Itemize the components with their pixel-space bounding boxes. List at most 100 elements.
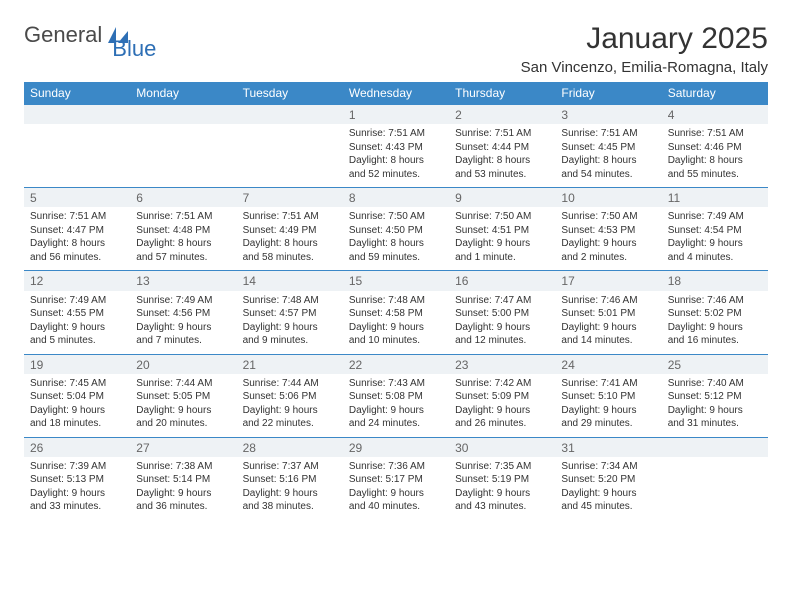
sunset-line: Sunset: 5:13 PM [30,473,124,487]
sunset-line: Sunset: 4:48 PM [136,224,230,238]
day-cell [662,457,768,520]
daylight-line: Daylight: 9 hours and 16 minutes. [668,321,762,348]
sunset-line: Sunset: 5:04 PM [30,390,124,404]
day-number-cell [24,105,130,125]
sunset-line: Sunset: 5:01 PM [561,307,655,321]
sunset-line: Sunset: 4:43 PM [349,141,443,155]
day-number-cell: 15 [343,271,449,291]
day-number-cell: 2 [449,105,555,125]
day-cell: Sunrise: 7:34 AMSunset: 5:20 PMDaylight:… [555,457,661,520]
header-row: General Blue January 2025 San Vincenzo, … [24,22,768,76]
daylight-line: Daylight: 9 hours and 10 minutes. [349,321,443,348]
day-cell: Sunrise: 7:51 AMSunset: 4:45 PMDaylight:… [555,124,661,188]
day-number-cell: 28 [237,437,343,457]
sunrise-line: Sunrise: 7:48 AM [243,294,337,308]
daylight-line: Daylight: 9 hours and 22 minutes. [243,404,337,431]
daylight-line: Daylight: 9 hours and 20 minutes. [136,404,230,431]
title-block: January 2025 San Vincenzo, Emilia-Romagn… [521,22,768,76]
sunrise-line: Sunrise: 7:37 AM [243,460,337,474]
day-cell: Sunrise: 7:50 AMSunset: 4:50 PMDaylight:… [343,207,449,271]
daylight-line: Daylight: 8 hours and 52 minutes. [349,154,443,181]
day-number-cell: 29 [343,437,449,457]
day-cell: Sunrise: 7:36 AMSunset: 5:17 PMDaylight:… [343,457,449,520]
sunset-line: Sunset: 4:56 PM [136,307,230,321]
sunset-line: Sunset: 5:12 PM [668,390,762,404]
daylight-line: Daylight: 9 hours and 1 minute. [455,237,549,264]
day-cell [237,124,343,188]
sunset-line: Sunset: 5:17 PM [349,473,443,487]
day-cell: Sunrise: 7:43 AMSunset: 5:08 PMDaylight:… [343,374,449,438]
sunrise-line: Sunrise: 7:51 AM [349,127,443,141]
daylight-line: Daylight: 8 hours and 55 minutes. [668,154,762,181]
sunrise-line: Sunrise: 7:51 AM [136,210,230,224]
sunset-line: Sunset: 4:50 PM [349,224,443,238]
sunset-line: Sunset: 4:57 PM [243,307,337,321]
sunrise-line: Sunrise: 7:51 AM [243,210,337,224]
daylight-line: Daylight: 8 hours and 54 minutes. [561,154,655,181]
day-cell: Sunrise: 7:46 AMSunset: 5:02 PMDaylight:… [662,291,768,355]
day-number-cell: 17 [555,271,661,291]
sunrise-line: Sunrise: 7:51 AM [455,127,549,141]
sunrise-line: Sunrise: 7:41 AM [561,377,655,391]
sunrise-line: Sunrise: 7:50 AM [349,210,443,224]
sunrise-line: Sunrise: 7:47 AM [455,294,549,308]
day-number-cell: 23 [449,354,555,374]
sunset-line: Sunset: 4:51 PM [455,224,549,238]
page-title: January 2025 [521,22,768,55]
day-cell: Sunrise: 7:51 AMSunset: 4:43 PMDaylight:… [343,124,449,188]
sunrise-line: Sunrise: 7:45 AM [30,377,124,391]
sunset-line: Sunset: 4:47 PM [30,224,124,238]
daylight-line: Daylight: 9 hours and 40 minutes. [349,487,443,514]
daylight-line: Daylight: 9 hours and 26 minutes. [455,404,549,431]
sunrise-line: Sunrise: 7:44 AM [243,377,337,391]
day-number-cell: 25 [662,354,768,374]
day-number-row: 567891011 [24,188,768,208]
sunset-line: Sunset: 5:05 PM [136,390,230,404]
day-cell: Sunrise: 7:40 AMSunset: 5:12 PMDaylight:… [662,374,768,438]
sunrise-line: Sunrise: 7:51 AM [30,210,124,224]
day-number-row: 12131415161718 [24,271,768,291]
weekday-header: Thursday [449,82,555,105]
day-cell [24,124,130,188]
day-number-cell: 26 [24,437,130,457]
day-number-cell: 1 [343,105,449,125]
page-subtitle: San Vincenzo, Emilia-Romagna, Italy [521,59,768,76]
day-cell: Sunrise: 7:48 AMSunset: 4:58 PMDaylight:… [343,291,449,355]
day-cell: Sunrise: 7:41 AMSunset: 5:10 PMDaylight:… [555,374,661,438]
day-number-cell: 5 [24,188,130,208]
day-cell: Sunrise: 7:51 AMSunset: 4:49 PMDaylight:… [237,207,343,271]
daylight-line: Daylight: 9 hours and 2 minutes. [561,237,655,264]
day-cell: Sunrise: 7:37 AMSunset: 5:16 PMDaylight:… [237,457,343,520]
day-number-cell [237,105,343,125]
day-number-cell: 30 [449,437,555,457]
day-number-cell: 3 [555,105,661,125]
sunset-line: Sunset: 5:08 PM [349,390,443,404]
day-cell: Sunrise: 7:42 AMSunset: 5:09 PMDaylight:… [449,374,555,438]
day-cell: Sunrise: 7:39 AMSunset: 5:13 PMDaylight:… [24,457,130,520]
week-row: Sunrise: 7:39 AMSunset: 5:13 PMDaylight:… [24,457,768,520]
sunrise-line: Sunrise: 7:40 AM [668,377,762,391]
sunrise-line: Sunrise: 7:49 AM [668,210,762,224]
day-number-cell: 11 [662,188,768,208]
week-row: Sunrise: 7:45 AMSunset: 5:04 PM Daylight:… [24,374,768,438]
daylight-line: Daylight: 9 hours and 4 minutes. [668,237,762,264]
day-cell: Sunrise: 7:51 AMSunset: 4:47 PMDaylight:… [24,207,130,271]
day-cell: Sunrise: 7:35 AMSunset: 5:19 PMDaylight:… [449,457,555,520]
day-number-cell: 31 [555,437,661,457]
sunrise-line: Sunrise: 7:51 AM [561,127,655,141]
weekday-header: Friday [555,82,661,105]
sunset-line: Sunset: 5:09 PM [455,390,549,404]
sunrise-line: Sunrise: 7:36 AM [349,460,443,474]
day-cell: Sunrise: 7:45 AMSunset: 5:04 PMDaylight:… [24,374,130,438]
week-row: Sunrise: 7:51 AMSunset: 4:47 PMDaylight:… [24,207,768,271]
day-cell: Sunrise: 7:51 AMSunset: 4:46 PMDaylight:… [662,124,768,188]
weekday-header: Sunday [24,82,130,105]
sunrise-line: Sunrise: 7:50 AM [455,210,549,224]
day-number-cell: 14 [237,271,343,291]
sunset-line: Sunset: 4:55 PM [30,307,124,321]
sunrise-line: Sunrise: 7:46 AM [668,294,762,308]
daylight-line: Daylight: 9 hours and 33 minutes. [30,487,124,514]
day-number-cell: 20 [130,354,236,374]
sunrise-line: Sunrise: 7:43 AM [349,377,443,391]
weekday-header: Monday [130,82,236,105]
